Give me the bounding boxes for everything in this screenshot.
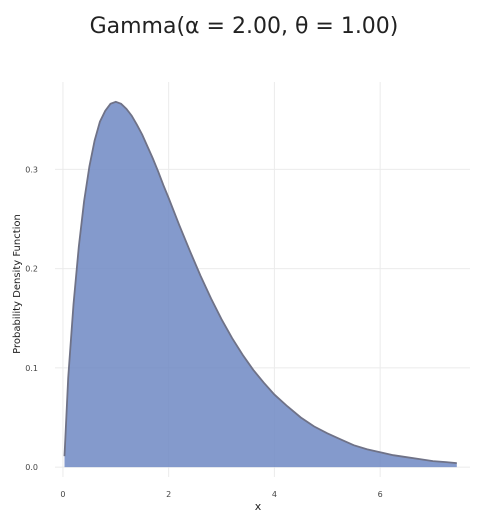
x-tick-label: 4 — [272, 490, 277, 499]
x-tick-label: 0 — [60, 490, 65, 499]
y-tick-label: 0.3 — [25, 165, 38, 174]
y-tick-label: 0.1 — [25, 364, 38, 373]
y-tick-label: 0.0 — [25, 463, 38, 472]
plot-area — [65, 102, 457, 467]
y-tick-label: 0.2 — [25, 265, 38, 274]
x-axis-label: x — [255, 500, 262, 513]
x-tick-label: 2 — [166, 490, 171, 499]
x-axis-ticks: 0 2 4 6 — [60, 490, 382, 499]
chart-title: Gamma(α = 2.00, θ = 1.00) — [90, 14, 399, 39]
y-axis-ticks: 0.0 0.1 0.2 0.3 — [25, 165, 38, 472]
y-axis-label: Probability Density Function — [12, 214, 23, 354]
density-area — [65, 102, 457, 467]
x-tick-label: 6 — [378, 490, 383, 499]
